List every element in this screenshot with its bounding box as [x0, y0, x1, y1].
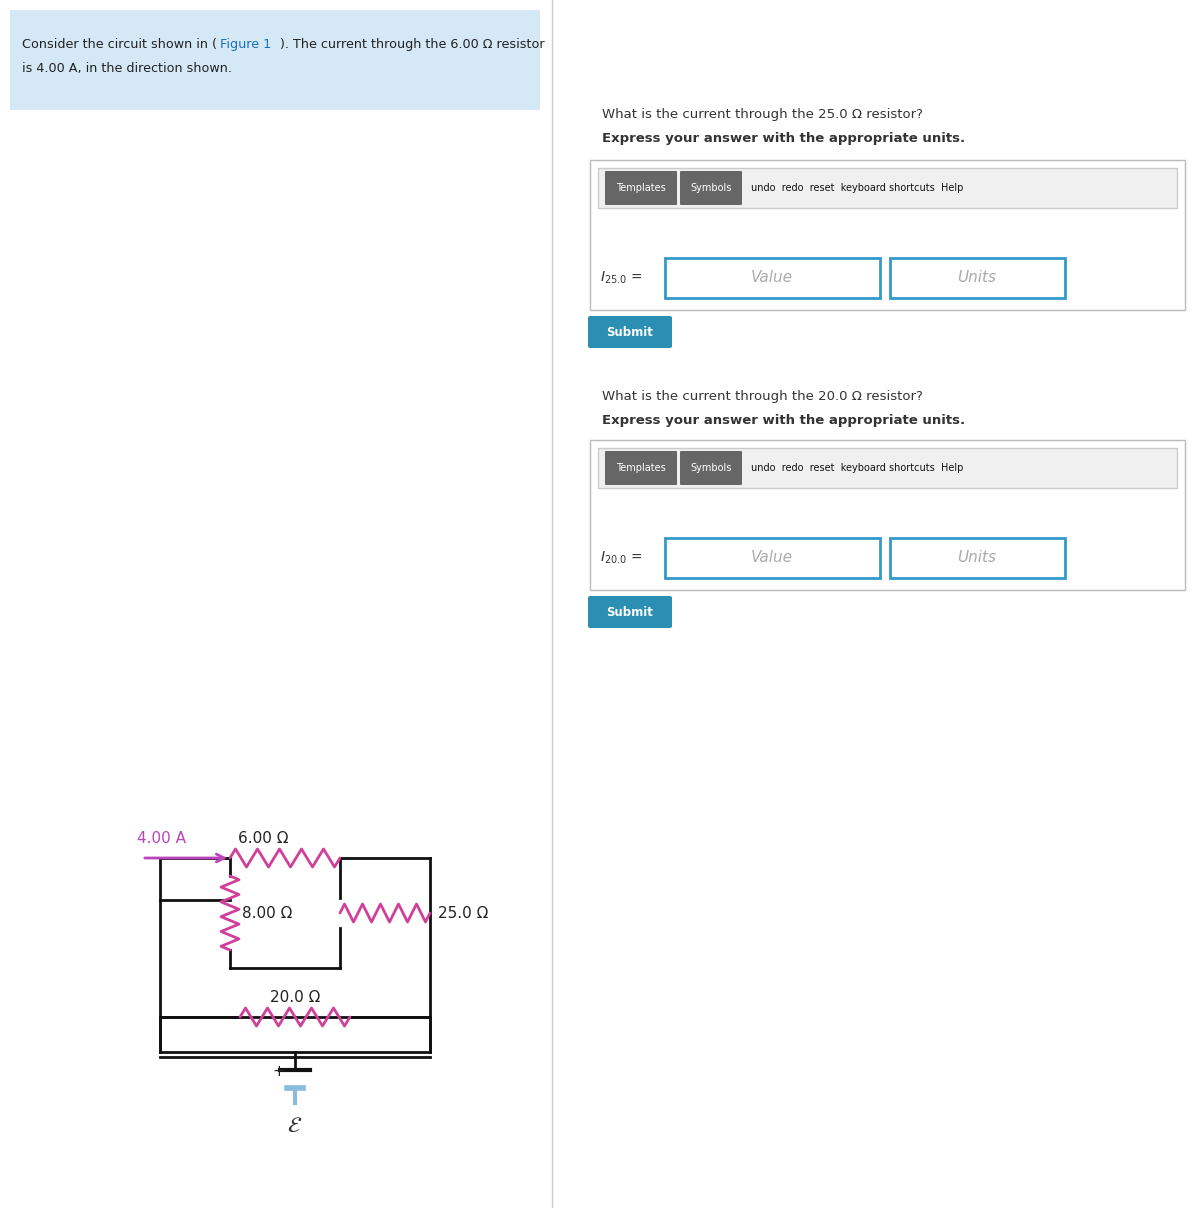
Text: ). The current through the 6.00 Ω resistor: ). The current through the 6.00 Ω resist…	[280, 37, 545, 51]
Text: Symbols: Symbols	[690, 463, 732, 474]
Text: Consider the circuit shown in (: Consider the circuit shown in (	[22, 37, 217, 51]
Text: $I_{20.0}$ =: $I_{20.0}$ =	[600, 550, 643, 567]
FancyBboxPatch shape	[680, 172, 742, 205]
Text: Submit: Submit	[606, 325, 654, 338]
Text: Express your answer with the appropriate units.: Express your answer with the appropriate…	[602, 132, 965, 145]
FancyBboxPatch shape	[605, 451, 677, 484]
FancyBboxPatch shape	[890, 538, 1066, 577]
Text: Value: Value	[751, 551, 793, 565]
Text: Symbols: Symbols	[690, 182, 732, 193]
Text: Units: Units	[958, 551, 996, 565]
Text: What is the current through the 25.0 Ω resistor?: What is the current through the 25.0 Ω r…	[602, 108, 923, 121]
Text: Units: Units	[958, 271, 996, 285]
Text: is 4.00 A, in the direction shown.: is 4.00 A, in the direction shown.	[22, 62, 232, 75]
Text: 25.0 Ω: 25.0 Ω	[438, 906, 488, 920]
FancyBboxPatch shape	[588, 596, 672, 628]
FancyBboxPatch shape	[680, 451, 742, 484]
FancyBboxPatch shape	[590, 440, 1186, 590]
Text: 4.00 A: 4.00 A	[137, 831, 186, 846]
FancyBboxPatch shape	[665, 259, 880, 298]
Text: $I_{25.0}$ =: $I_{25.0}$ =	[600, 269, 643, 286]
Text: 6.00 Ω: 6.00 Ω	[238, 831, 288, 846]
FancyBboxPatch shape	[590, 159, 1186, 310]
FancyBboxPatch shape	[10, 10, 540, 110]
Text: Value: Value	[751, 271, 793, 285]
Text: $\mathcal{E}$: $\mathcal{E}$	[287, 1116, 302, 1136]
Text: 20.0 Ω: 20.0 Ω	[270, 991, 320, 1005]
Text: +: +	[272, 1064, 286, 1080]
FancyBboxPatch shape	[588, 316, 672, 348]
Text: Express your answer with the appropriate units.: Express your answer with the appropriate…	[602, 414, 965, 426]
Text: What is the current through the 20.0 Ω resistor?: What is the current through the 20.0 Ω r…	[602, 390, 923, 403]
Text: undo  redo  reset  keyboard shortcuts  Help: undo redo reset keyboard shortcuts Help	[751, 182, 964, 193]
Text: undo  redo  reset  keyboard shortcuts  Help: undo redo reset keyboard shortcuts Help	[751, 463, 964, 474]
Text: Submit: Submit	[606, 605, 654, 618]
Text: 8.00 Ω: 8.00 Ω	[242, 906, 293, 920]
Text: Templates: Templates	[616, 463, 666, 474]
Text: Templates: Templates	[616, 182, 666, 193]
Text: Figure 1: Figure 1	[220, 37, 271, 51]
FancyBboxPatch shape	[890, 259, 1066, 298]
FancyBboxPatch shape	[605, 172, 677, 205]
FancyBboxPatch shape	[665, 538, 880, 577]
FancyBboxPatch shape	[598, 448, 1177, 488]
FancyBboxPatch shape	[598, 168, 1177, 208]
